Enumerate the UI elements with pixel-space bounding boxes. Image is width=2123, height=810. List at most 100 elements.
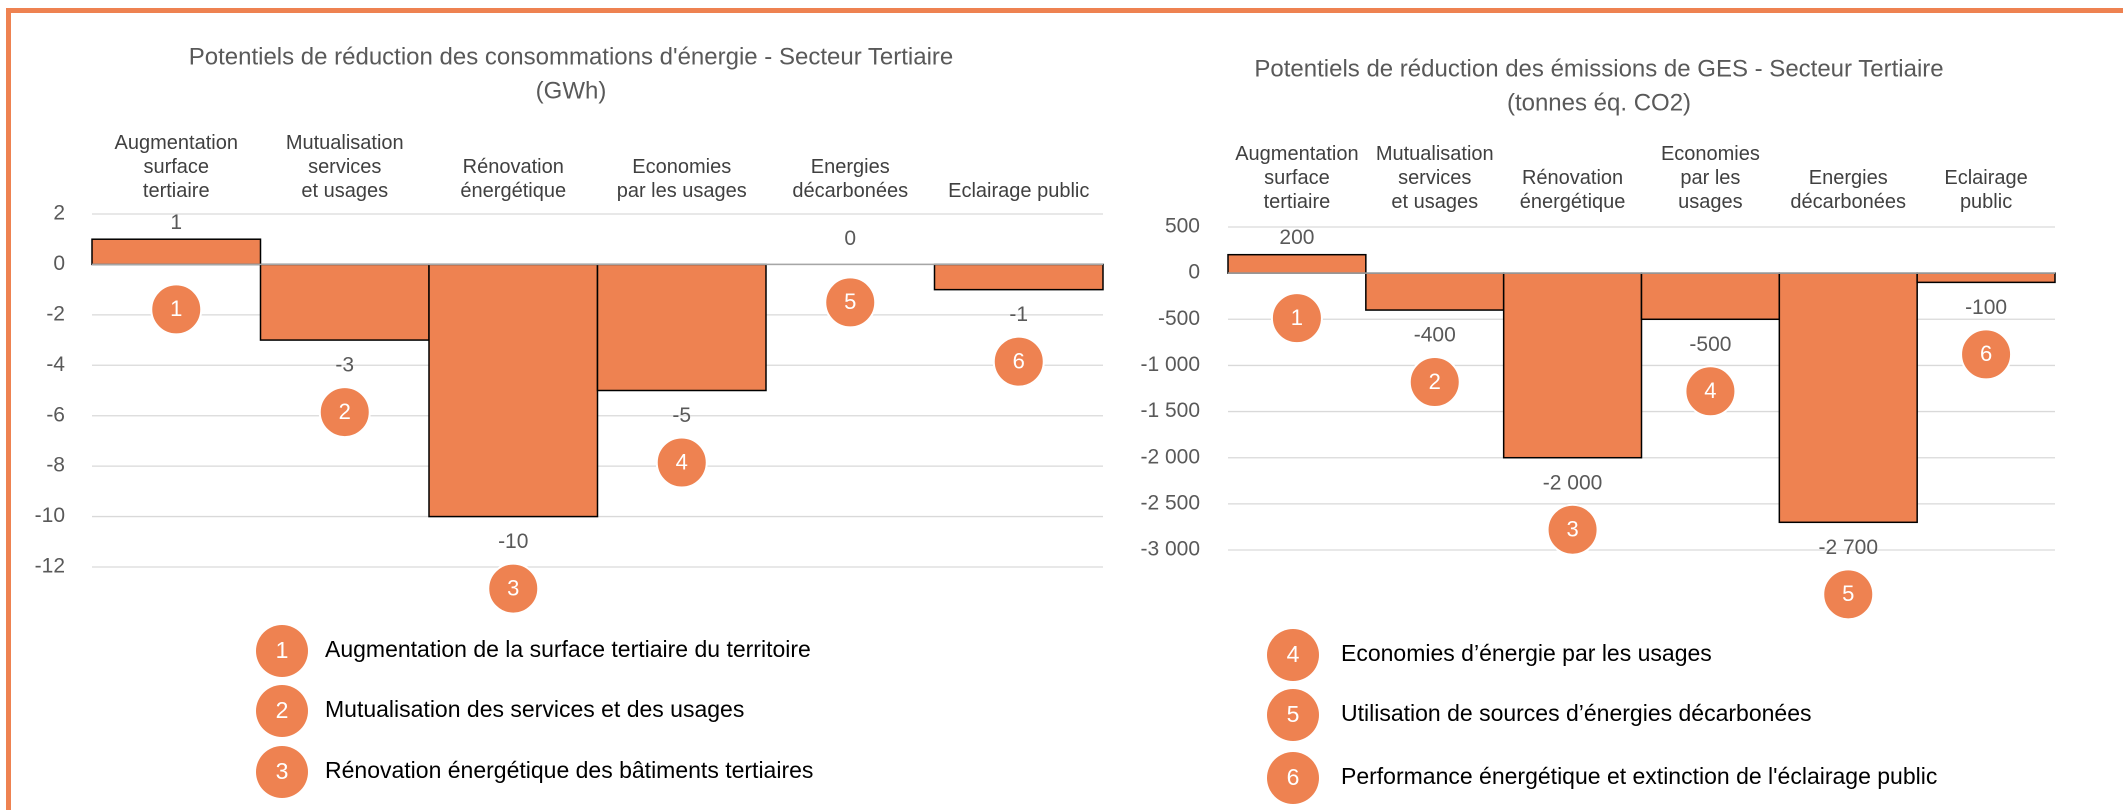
- bar-marker-label: 1: [170, 296, 182, 321]
- x-tick-label: Mutualisation services et usages: [1375, 143, 1494, 213]
- y-tick-label: -2: [46, 302, 65, 325]
- x-tick-label: Augmentation surface tertiaire: [114, 132, 238, 202]
- frame: [6, 8, 2123, 810]
- legend-label: Utilisation de sources d’énergies décarb…: [1341, 700, 1812, 726]
- x-tick-label: Mutualisation services et usages: [285, 132, 404, 202]
- legend-marker: [256, 625, 308, 677]
- data-label: -3: [335, 354, 354, 377]
- y-tick-label: 500: [1165, 215, 1200, 238]
- x-tick-label: Energies décarbonées: [1790, 167, 1907, 213]
- bar-marker: [1960, 328, 2013, 381]
- legend-label: Rénovation énergétique des bâtiments ter…: [325, 757, 813, 783]
- y-tick-label: 0: [1188, 261, 1200, 284]
- bar-marker: [487, 562, 540, 615]
- bar-marker-label: 5: [1842, 581, 1854, 606]
- data-label: -2 700: [1818, 536, 1878, 559]
- legend-number: 1: [276, 637, 289, 663]
- bar-marker-label: 1: [1291, 305, 1303, 330]
- x-tick-label: Eclairage public: [1944, 167, 2028, 213]
- bar-marker-label: 2: [339, 399, 351, 424]
- y-tick-label: -1 500: [1140, 399, 1200, 422]
- data-label: -500: [1689, 333, 1731, 356]
- bar: [428, 263, 599, 518]
- bar-marker: [1270, 292, 1323, 345]
- bar: [1227, 253, 1367, 274]
- legend-label: Performance énergétique et extinction de…: [1341, 763, 1937, 789]
- bar: [1640, 272, 1781, 321]
- y-tick-label: 2: [53, 202, 65, 225]
- bar: [596, 263, 767, 392]
- bar: [1365, 272, 1505, 311]
- legend-number: 3: [276, 758, 289, 784]
- y-tick-label: 0: [53, 252, 65, 275]
- bar-marker: [1684, 365, 1737, 418]
- x-tick-label: Rénovation énergétique: [1519, 167, 1626, 213]
- bar-marker: [824, 276, 877, 329]
- y-tick-label: -8: [46, 454, 65, 477]
- bar-marker-label: 4: [676, 449, 688, 474]
- y-tick-label: -4: [46, 353, 65, 376]
- data-label: -5: [672, 404, 691, 427]
- y-tick-label: -2 000: [1140, 445, 1200, 468]
- bar-marker: [150, 283, 203, 336]
- data-label: -2 000: [1543, 471, 1603, 494]
- bar-marker-label: 4: [1704, 378, 1716, 403]
- data-label: 200: [1279, 226, 1314, 249]
- x-tick-label: Energies décarbonées: [792, 156, 909, 202]
- chart-subtitle: (GWh): [536, 77, 607, 104]
- x-tick-label: Economies par les usages: [616, 156, 747, 202]
- data-label: 0: [844, 227, 856, 250]
- bar: [259, 263, 430, 341]
- bar-marker: [1408, 356, 1461, 409]
- legend-number: 5: [1287, 701, 1300, 727]
- y-tick-label: -12: [35, 555, 65, 578]
- legend-number: 4: [1287, 641, 1300, 667]
- bar-marker: [992, 335, 1045, 388]
- legend-number: 2: [276, 697, 289, 723]
- bar-marker: [1546, 503, 1599, 556]
- bar: [933, 263, 1104, 291]
- legend-marker: [1267, 629, 1319, 681]
- bar-marker: [655, 436, 708, 489]
- y-tick-label: -3 000: [1140, 538, 1200, 561]
- x-tick-label: Augmentation surface tertiaire: [1235, 143, 1359, 213]
- bar-marker-label: 6: [1013, 348, 1025, 373]
- data-label: -1: [1009, 303, 1028, 326]
- legend-number: 6: [1287, 764, 1300, 790]
- y-tick-label: -2 500: [1140, 491, 1200, 514]
- bar: [1502, 272, 1643, 459]
- bar-marker-label: 2: [1429, 369, 1441, 394]
- chart-subtitle: (tonnes éq. CO2): [1507, 89, 1691, 116]
- data-label: -400: [1414, 324, 1456, 347]
- x-tick-label: Economies par les usages: [1660, 143, 1760, 213]
- chart-title: Potentiels de réduction des consommation…: [189, 43, 954, 70]
- bar: [1916, 272, 2056, 284]
- bar-marker: [1822, 568, 1875, 621]
- y-tick-label: -6: [46, 403, 65, 426]
- bar: [91, 238, 262, 266]
- bar-marker-label: 3: [507, 575, 519, 600]
- legend-marker: [1267, 689, 1319, 741]
- legend-marker: [256, 685, 308, 737]
- bar: [1778, 272, 1918, 524]
- bar-marker-label: 5: [844, 289, 856, 314]
- bar-marker-label: 3: [1566, 517, 1578, 542]
- legend-marker: [1267, 752, 1319, 804]
- x-tick-label: Rénovation énergétique: [460, 156, 567, 202]
- legend-label: Economies d’énergie par les usages: [1341, 640, 1712, 666]
- bar-marker-label: 6: [1980, 341, 1992, 366]
- chart-title: Potentiels de réduction des émissions de…: [1254, 55, 1943, 82]
- legend-label: Augmentation de la surface tertiaire du …: [325, 636, 811, 662]
- x-tick-label: Eclairage public: [948, 180, 1090, 202]
- y-tick-label: -10: [35, 504, 65, 527]
- legend-label: Mutualisation des services et des usages: [325, 696, 744, 722]
- y-tick-label: -1 000: [1140, 353, 1200, 376]
- legend-marker: [256, 746, 308, 798]
- data-label: -10: [498, 530, 528, 553]
- data-label: 1: [170, 211, 182, 234]
- y-tick-label: -500: [1158, 307, 1200, 330]
- bar-marker: [318, 386, 371, 439]
- data-label: -100: [1965, 296, 2007, 319]
